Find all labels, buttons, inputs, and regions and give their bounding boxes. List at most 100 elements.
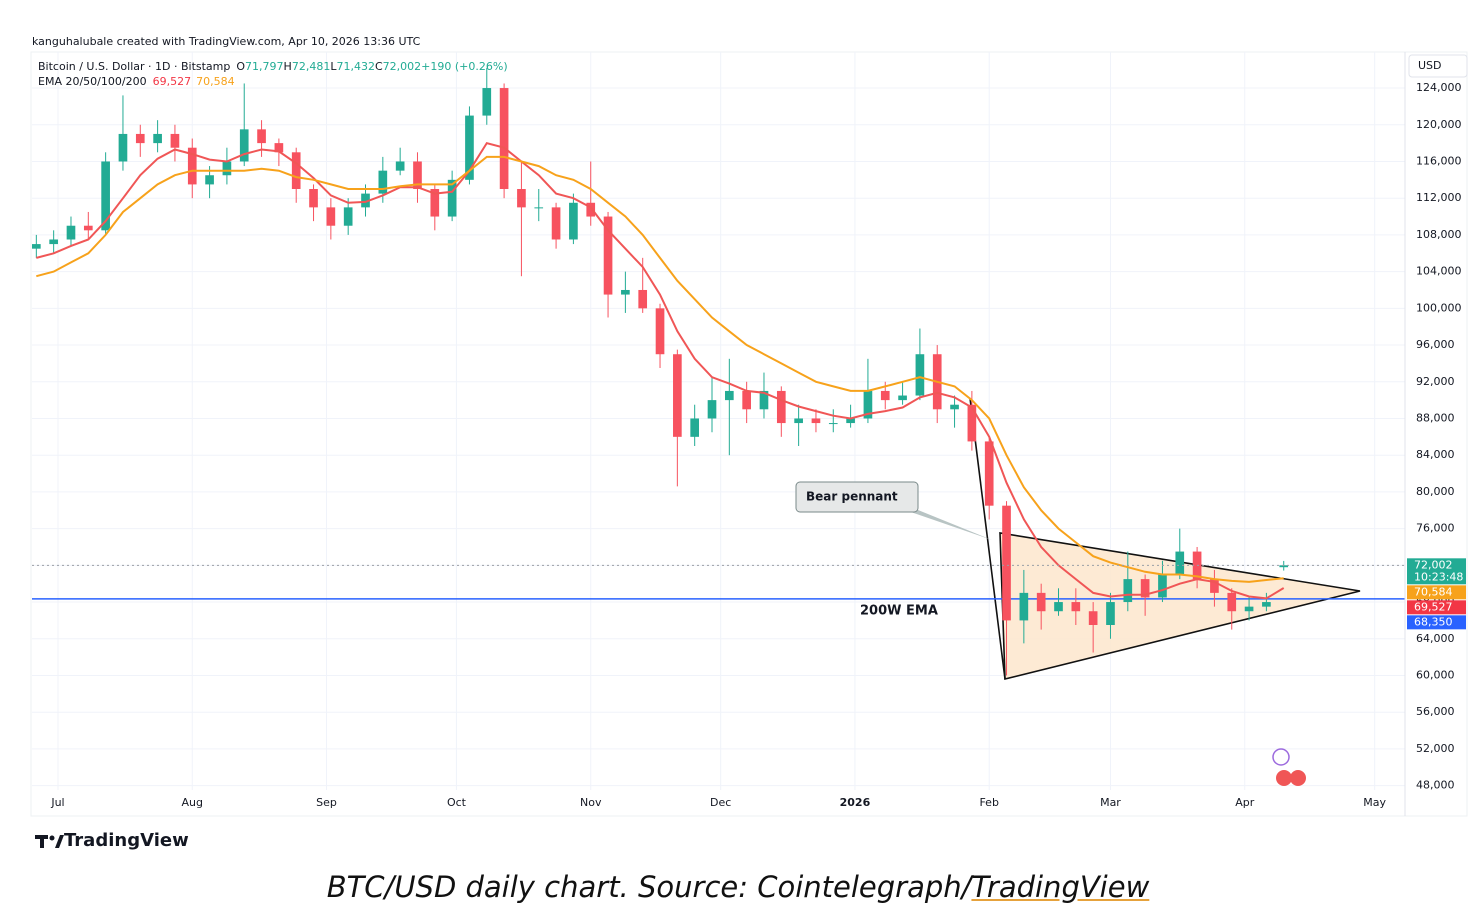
candle-body xyxy=(638,289,648,309)
candle-body xyxy=(1123,579,1133,603)
candle-body xyxy=(551,207,561,240)
legend-key: H xyxy=(283,60,292,73)
legend-change: +190 (+0.26%) xyxy=(421,60,508,73)
axes: 48,00052,00056,00060,00064,00068,00072,0… xyxy=(50,81,1466,809)
x-tick-label: Dec xyxy=(710,796,731,809)
y-tick-label: 60,000 xyxy=(1416,668,1455,681)
candle-body xyxy=(880,390,890,401)
legend-key: O xyxy=(236,60,246,73)
header: kanguhalubale created with TradingView.c… xyxy=(32,35,421,48)
y-tick-label: 104,000 xyxy=(1416,265,1462,278)
candle-body xyxy=(326,207,336,226)
candle-body xyxy=(1054,602,1063,612)
price-tag-label: 69,527 xyxy=(1414,600,1453,613)
legend-symbol: Bitcoin / U.S. Dollar · 1D · Bitstamp xyxy=(38,60,231,73)
legend-value: 72,481 xyxy=(291,60,331,73)
callout-box xyxy=(795,481,919,513)
candle-body xyxy=(343,207,353,226)
candle-body xyxy=(1279,565,1289,568)
y-tick-label: 80,000 xyxy=(1416,485,1455,498)
candle-body xyxy=(465,115,474,180)
candle-body xyxy=(1244,606,1254,612)
candle-body xyxy=(274,143,284,153)
x-tick-label: Nov xyxy=(580,796,602,809)
candle-body xyxy=(499,88,509,190)
callout-text: Bear pennant xyxy=(806,490,898,504)
price-tag xyxy=(1407,600,1466,615)
x-tick-label: Feb xyxy=(979,796,998,809)
candle-body xyxy=(724,390,734,401)
candle-body xyxy=(222,161,232,176)
candle-body xyxy=(742,390,751,410)
candle-body xyxy=(309,189,318,208)
candle-body xyxy=(621,289,630,295)
candle-body xyxy=(759,390,769,410)
x-tick-label: Oct xyxy=(447,796,467,809)
candle-body xyxy=(776,390,786,424)
candle-body xyxy=(967,404,977,442)
candle-body xyxy=(378,170,388,194)
candle-body xyxy=(1262,602,1271,607)
candle-body xyxy=(863,390,873,419)
candle-body xyxy=(811,418,821,424)
candle-body xyxy=(950,404,959,410)
y-tick-label: 100,000 xyxy=(1416,301,1462,314)
candle-body xyxy=(239,129,249,162)
caption-link[interactable]: TradingView xyxy=(971,870,1150,904)
hline-label: 200W EMA xyxy=(860,603,938,618)
legend-value: 71,432 xyxy=(336,60,375,73)
logo-glyph xyxy=(49,835,55,841)
chart-frame xyxy=(30,51,1468,817)
y-tick-label: 56,000 xyxy=(1416,705,1455,718)
candle-body xyxy=(170,133,180,148)
candle-body xyxy=(395,161,405,171)
y-tick-label: 124,000 xyxy=(1416,81,1462,94)
candle-body xyxy=(187,147,197,185)
candle-body xyxy=(1088,611,1098,625)
candle-body xyxy=(828,423,838,425)
candle-body xyxy=(413,161,422,190)
x-tick-label: Aug xyxy=(182,796,203,809)
x-tick-label: Jul xyxy=(50,796,64,809)
candle-body xyxy=(257,129,266,144)
logo-glyph xyxy=(55,835,64,848)
legend-key: L xyxy=(330,60,337,73)
y-tick-label: 52,000 xyxy=(1416,742,1455,755)
y-tick-label: 96,000 xyxy=(1416,338,1455,351)
candle-body xyxy=(1175,551,1185,575)
candle-body xyxy=(66,225,76,240)
candle-body xyxy=(118,133,128,162)
candle-body xyxy=(291,152,301,190)
candle-body xyxy=(1036,592,1046,612)
plot: 200W EMA xyxy=(32,67,1405,676)
candle-body xyxy=(707,400,717,419)
candle-body xyxy=(153,133,162,144)
candle-body xyxy=(517,189,526,208)
logo-glyph xyxy=(40,835,44,848)
legend-value: 72,002 xyxy=(382,60,422,73)
countdown: 10:23:48 xyxy=(1414,570,1463,583)
currency: USD xyxy=(1418,59,1442,72)
candle-body xyxy=(361,193,370,208)
candle-body xyxy=(1106,602,1115,625)
candle-body xyxy=(49,239,58,245)
legend-row: EMA 20/50/100/200 69,527 70,584 xyxy=(38,74,508,89)
x-tick-label: May xyxy=(1363,796,1386,809)
candle-body xyxy=(101,161,110,231)
ema-line xyxy=(36,141,1285,600)
candle-body xyxy=(482,88,492,116)
candle-body xyxy=(655,308,665,355)
pennant-pole xyxy=(969,397,1006,680)
legend-value: 71,797 xyxy=(245,60,284,73)
legend-row: Bitcoin / U.S. Dollar · 1D · Bitstamp O71… xyxy=(38,59,508,74)
legend-ema-value: 69,527 xyxy=(152,75,192,88)
y-tick-label: 88,000 xyxy=(1416,411,1455,424)
candle-body xyxy=(794,418,803,424)
event-icon xyxy=(1276,770,1292,786)
x-tick-label: Sep xyxy=(316,796,337,809)
candle-body xyxy=(534,207,544,209)
candle-body xyxy=(430,189,440,217)
legend-key: C xyxy=(374,60,383,73)
price-tag xyxy=(1407,585,1466,600)
candle-body xyxy=(135,133,145,144)
